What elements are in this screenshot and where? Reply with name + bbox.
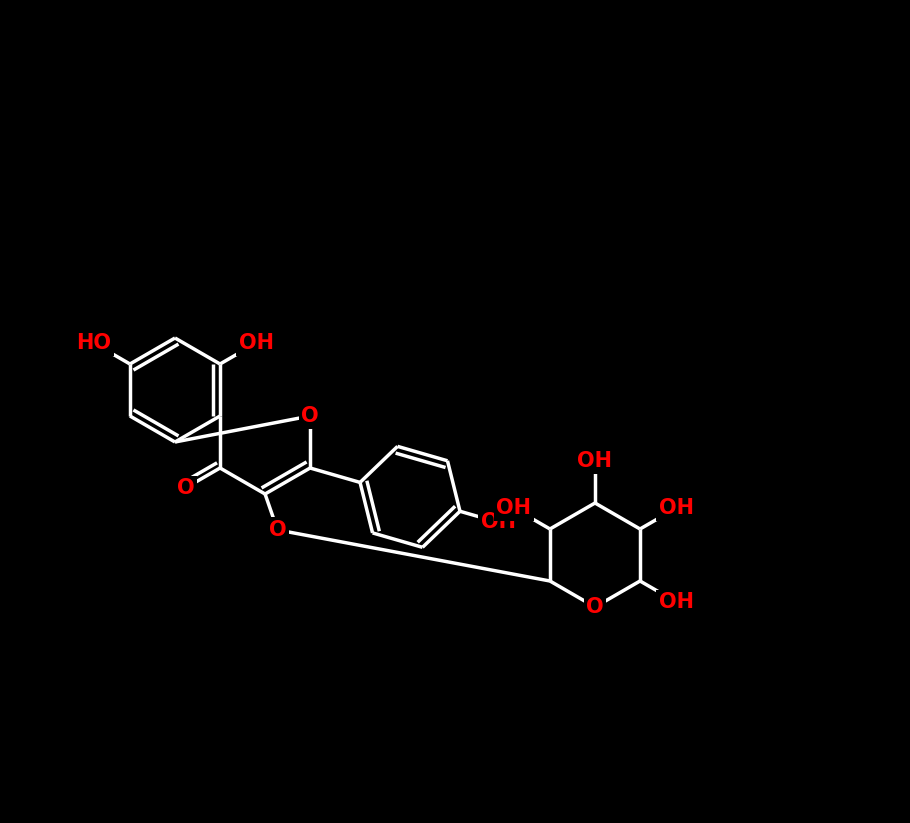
Text: OH: OH <box>480 513 516 532</box>
Text: O: O <box>301 406 318 426</box>
Text: O: O <box>177 478 194 498</box>
Text: OH: OH <box>659 592 694 612</box>
Text: O: O <box>268 520 287 540</box>
Text: O: O <box>586 597 604 617</box>
Text: HO: HO <box>76 333 111 353</box>
Text: OH: OH <box>239 333 274 353</box>
Text: OH: OH <box>578 451 612 471</box>
Text: OH: OH <box>496 498 531 518</box>
Text: OH: OH <box>659 498 694 518</box>
